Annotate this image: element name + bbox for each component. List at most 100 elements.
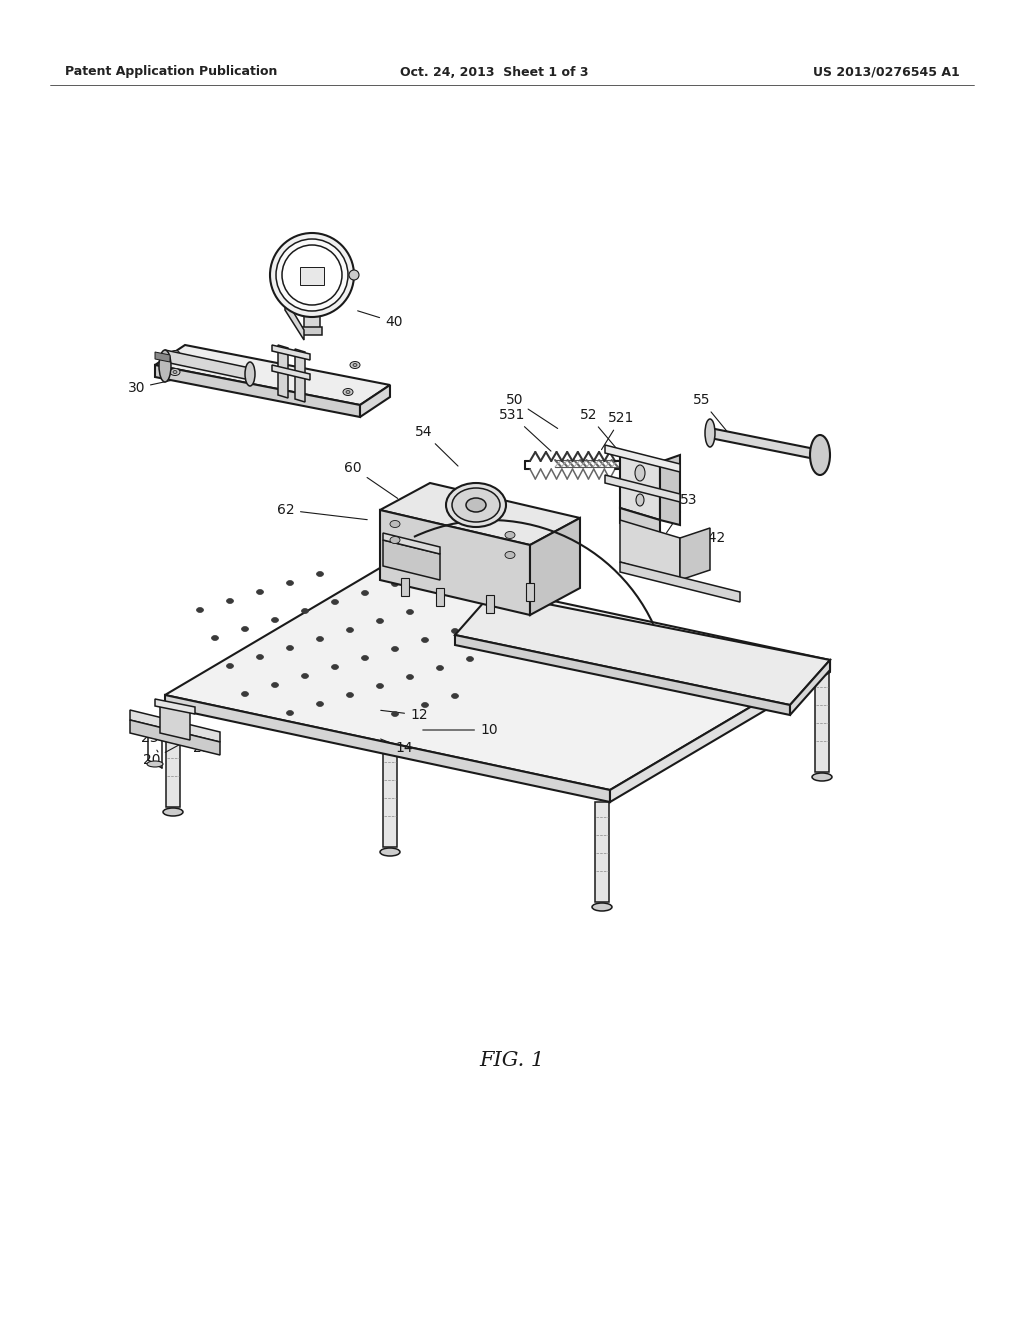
Polygon shape [790, 660, 830, 715]
Polygon shape [155, 345, 390, 405]
Polygon shape [526, 583, 534, 601]
Ellipse shape [592, 903, 612, 911]
Ellipse shape [173, 352, 177, 355]
Ellipse shape [287, 581, 294, 586]
Ellipse shape [316, 701, 324, 706]
Ellipse shape [452, 488, 500, 521]
Text: Oct. 24, 2013  Sheet 1 of 3: Oct. 24, 2013 Sheet 1 of 3 [400, 66, 589, 78]
Ellipse shape [390, 536, 400, 544]
Polygon shape [360, 385, 390, 417]
Ellipse shape [316, 636, 324, 642]
Text: 20: 20 [142, 742, 185, 767]
Ellipse shape [380, 847, 400, 855]
Ellipse shape [446, 483, 506, 527]
Polygon shape [530, 517, 580, 615]
Ellipse shape [466, 498, 486, 512]
Text: 51: 51 [700, 653, 723, 667]
Ellipse shape [407, 610, 414, 615]
Ellipse shape [159, 350, 171, 381]
Ellipse shape [361, 590, 369, 595]
Ellipse shape [467, 656, 473, 661]
Polygon shape [455, 635, 790, 715]
Polygon shape [155, 352, 170, 362]
Ellipse shape [316, 572, 324, 577]
Polygon shape [620, 450, 660, 520]
Ellipse shape [226, 598, 233, 603]
Text: 514: 514 [652, 642, 686, 655]
Ellipse shape [452, 628, 459, 634]
Ellipse shape [810, 436, 830, 475]
Ellipse shape [242, 627, 249, 631]
Ellipse shape [377, 684, 384, 689]
Ellipse shape [242, 692, 249, 697]
Ellipse shape [270, 234, 354, 317]
Polygon shape [166, 708, 180, 807]
Ellipse shape [332, 599, 339, 605]
Polygon shape [383, 747, 397, 847]
Polygon shape [155, 700, 195, 714]
Polygon shape [285, 298, 304, 341]
Ellipse shape [377, 619, 384, 623]
Polygon shape [710, 428, 820, 459]
Text: US 2013/0276545 A1: US 2013/0276545 A1 [813, 66, 961, 78]
Ellipse shape [346, 391, 350, 393]
Polygon shape [815, 672, 829, 772]
Ellipse shape [812, 774, 831, 781]
Polygon shape [660, 455, 680, 525]
Ellipse shape [422, 702, 428, 708]
Text: 14: 14 [381, 739, 413, 755]
Polygon shape [401, 578, 409, 597]
Polygon shape [380, 510, 530, 615]
Ellipse shape [287, 645, 294, 651]
Ellipse shape [353, 363, 357, 367]
Polygon shape [130, 710, 220, 742]
Polygon shape [595, 803, 609, 902]
Polygon shape [130, 719, 220, 755]
Ellipse shape [391, 711, 398, 717]
Polygon shape [620, 520, 680, 579]
Ellipse shape [163, 808, 183, 816]
Polygon shape [304, 312, 319, 330]
Text: 50: 50 [506, 393, 558, 429]
Ellipse shape [467, 591, 473, 597]
Polygon shape [165, 696, 610, 803]
Text: FIG. 1: FIG. 1 [479, 1051, 545, 1069]
Ellipse shape [343, 388, 353, 396]
Ellipse shape [635, 465, 645, 480]
Text: 542: 542 [687, 531, 726, 564]
Ellipse shape [346, 627, 353, 632]
Polygon shape [295, 348, 305, 403]
Ellipse shape [245, 362, 255, 385]
Ellipse shape [332, 664, 339, 669]
Polygon shape [383, 533, 440, 554]
Text: 10: 10 [423, 723, 498, 737]
Text: Patent Application Publication: Patent Application Publication [65, 66, 278, 78]
Ellipse shape [282, 246, 342, 305]
Ellipse shape [436, 601, 443, 606]
Text: 53: 53 [667, 492, 697, 533]
Polygon shape [605, 445, 680, 473]
Polygon shape [380, 483, 580, 545]
Polygon shape [155, 366, 360, 417]
Polygon shape [455, 593, 830, 705]
Ellipse shape [452, 693, 459, 698]
Polygon shape [302, 327, 322, 335]
Ellipse shape [271, 682, 279, 688]
Text: 531: 531 [499, 408, 551, 451]
Polygon shape [272, 345, 310, 360]
Ellipse shape [287, 710, 294, 715]
Text: 55: 55 [692, 393, 728, 433]
Polygon shape [486, 595, 494, 612]
Ellipse shape [226, 664, 233, 668]
Ellipse shape [271, 618, 279, 623]
Ellipse shape [705, 418, 715, 447]
Polygon shape [436, 587, 444, 606]
Text: 512: 512 [583, 665, 638, 678]
Polygon shape [278, 345, 288, 399]
Polygon shape [620, 562, 740, 602]
Ellipse shape [391, 582, 398, 586]
Ellipse shape [505, 532, 515, 539]
Ellipse shape [173, 371, 177, 374]
Ellipse shape [422, 573, 428, 578]
Text: 40: 40 [357, 310, 402, 329]
